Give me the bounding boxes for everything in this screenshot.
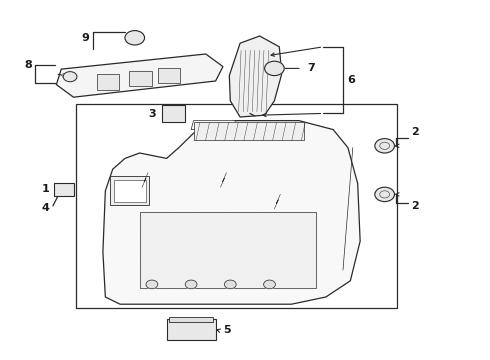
Circle shape [63,72,77,82]
Text: 3: 3 [148,109,156,119]
Bar [76,104,397,308]
Circle shape [264,280,275,289]
Bar [158,68,180,82]
Text: 7: 7 [308,63,316,73]
Text: 9: 9 [82,33,90,43]
Circle shape [375,187,394,202]
Text: 6: 6 [347,75,355,85]
Polygon shape [103,121,360,304]
Bar [129,71,151,86]
Text: 1: 1 [41,184,49,194]
Text: 5: 5 [223,325,231,335]
Circle shape [265,61,284,76]
Bar [54,183,74,196]
Text: 2: 2 [412,201,419,211]
Text: 4: 4 [41,203,49,213]
Polygon shape [56,54,223,97]
Text: 8: 8 [24,60,32,70]
Bar [114,180,146,202]
Polygon shape [229,36,282,117]
Circle shape [375,139,394,153]
Bar [140,212,316,288]
Bar [194,122,304,140]
Text: 2: 2 [412,127,419,137]
Circle shape [125,31,145,45]
Bar [167,319,216,340]
Bar [169,317,213,322]
Bar [97,74,119,90]
Polygon shape [191,121,235,130]
Circle shape [185,280,197,289]
Bar [110,176,149,205]
Circle shape [146,280,158,289]
Circle shape [224,280,236,289]
Bar [162,105,185,122]
